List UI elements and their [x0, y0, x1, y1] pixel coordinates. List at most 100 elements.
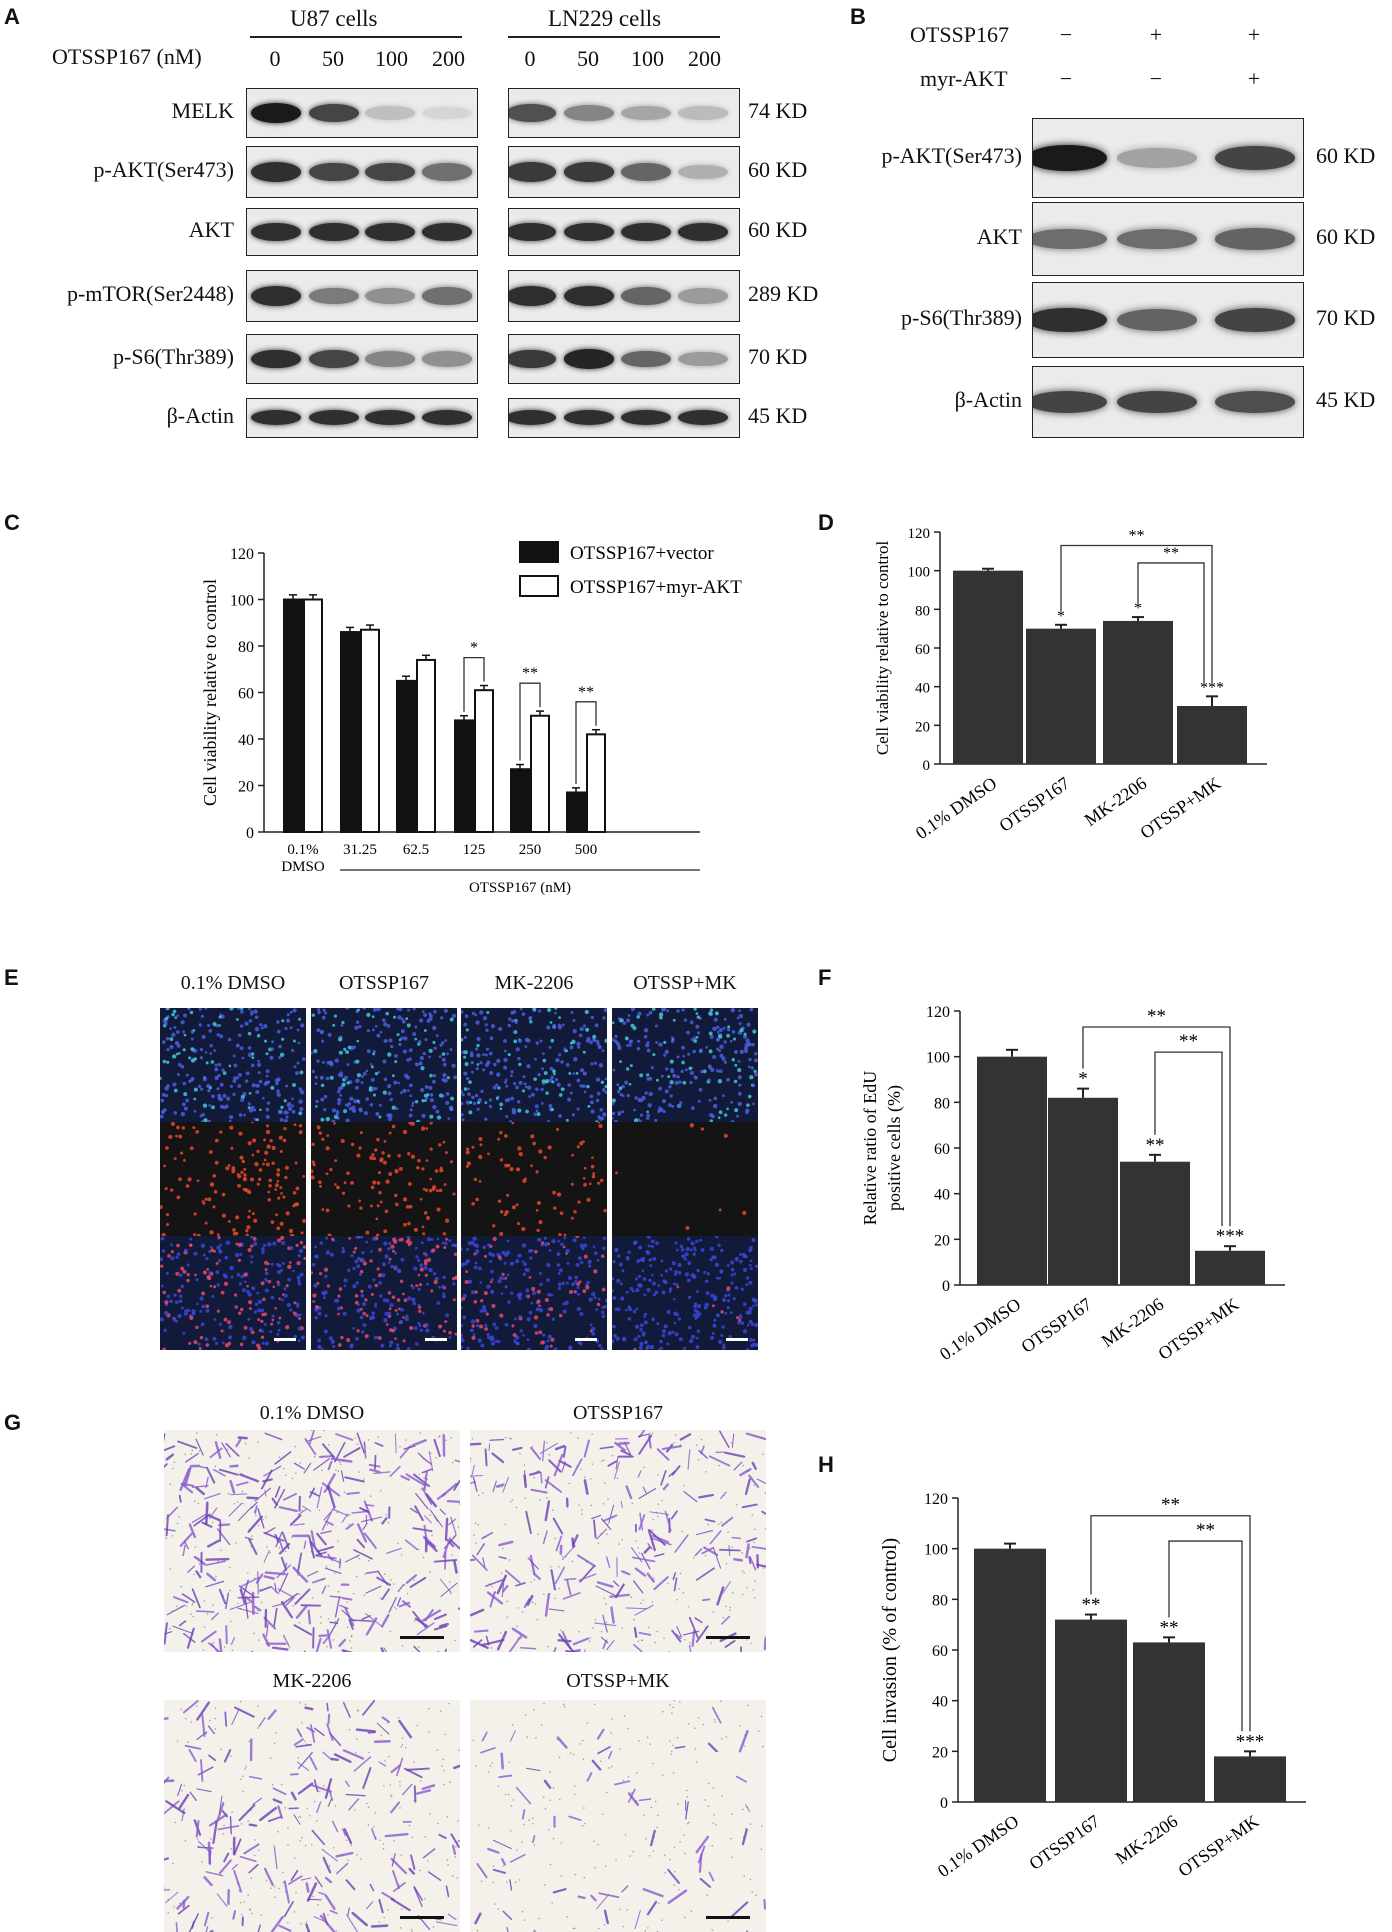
- x-tick-label: DMSO: [281, 859, 325, 875]
- blot-band: [509, 104, 556, 122]
- dose-label: 200: [688, 46, 721, 71]
- blot-band: [251, 349, 301, 369]
- fluorescence-image: [311, 1008, 457, 1122]
- bar: [510, 768, 530, 834]
- blot-band: [309, 410, 359, 426]
- blot-strip-u87: [246, 334, 478, 384]
- blot-band: [1215, 228, 1295, 250]
- bar-significance: **: [1082, 1595, 1101, 1616]
- y-tick-label: 120: [926, 1004, 950, 1021]
- x-tick-label: MK-2206: [1098, 1294, 1168, 1351]
- blot-band: [365, 162, 415, 182]
- blot-strip-ln229: [508, 334, 740, 384]
- blot-size-label: 70 KD: [1316, 305, 1376, 330]
- y-tick-label: 100: [230, 593, 254, 610]
- dose-label: 0: [524, 46, 536, 71]
- chart-d: 0 20 40 60 80 100 120 Cell viability relative t…: [873, 526, 1267, 843]
- blot-band: [678, 351, 728, 367]
- group-underline-ln229: [508, 36, 720, 38]
- blot-band: [251, 222, 301, 242]
- blot-band: [621, 163, 671, 181]
- significance-bracket: [1154, 1051, 1223, 1227]
- blot-size-label: 45 KD: [1316, 387, 1376, 412]
- bar-significance: *: [1057, 608, 1065, 625]
- panel-label-b: B: [850, 4, 866, 29]
- invasion-image: [164, 1700, 460, 1932]
- fluorescence-image: [160, 1008, 306, 1122]
- group-underline-u87: [250, 36, 462, 38]
- blot-strip-ln229: [508, 146, 740, 198]
- blot-band: [251, 286, 301, 306]
- invasion-image: [470, 1700, 766, 1932]
- blot-size-label: 74 KD: [748, 98, 808, 123]
- blot-band: [564, 105, 614, 121]
- panel-label-h: H: [818, 1452, 834, 1477]
- y-tick-label: 100: [924, 1542, 948, 1559]
- y-tick-label: 40: [932, 1694, 948, 1711]
- y-tick-label: 100: [908, 565, 931, 581]
- bar-significance: ***: [1216, 1226, 1245, 1247]
- y-tick-label: 0: [246, 825, 254, 842]
- x-tick-label: 250: [519, 842, 542, 858]
- blot-band: [1033, 390, 1107, 414]
- y-axis-title: Cell invasion (% of control): [879, 1538, 901, 1762]
- sign-myr-akt: −: [1059, 66, 1073, 91]
- blot-strip-b: [1032, 202, 1304, 276]
- bar-significance: ***: [1236, 1731, 1265, 1752]
- blot-band: [1117, 309, 1197, 331]
- edu-column-label: OTSSP167: [338, 972, 430, 994]
- fluorescence-image: [160, 1122, 306, 1236]
- blot-size-label: 289 KD: [748, 281, 819, 306]
- dose-label: 50: [322, 46, 344, 71]
- legend-swatch: [519, 541, 559, 563]
- x-tick-label: 0.1% DMSO: [912, 773, 1000, 843]
- blot-band: [564, 410, 614, 426]
- group-label-u87: U87 cells: [290, 6, 378, 31]
- invasion-image: [164, 1430, 460, 1652]
- blot-band: [309, 349, 359, 369]
- blot-band: [365, 410, 415, 426]
- significance-label: **: [1129, 528, 1145, 545]
- legend-label: OTSSP167+myr-AKT: [570, 577, 742, 598]
- blot-band: [509, 286, 556, 306]
- significance-bracket: [575, 701, 597, 784]
- bar: [1120, 1161, 1190, 1285]
- blot-band: [1033, 144, 1107, 172]
- invasion-image-label: MK-2206: [272, 1670, 352, 1692]
- dose-label: 100: [375, 46, 408, 71]
- bar: [454, 719, 474, 833]
- significance-label: **: [1161, 1495, 1180, 1516]
- blot-size-label: 45 KD: [748, 403, 808, 428]
- blot-row-label: β-Actin: [166, 403, 234, 428]
- blot-band: [1117, 148, 1197, 168]
- chart-c: 0 20 40 60 80 100 120 Cell viability relative t…: [200, 541, 742, 896]
- blot-band: [678, 288, 728, 304]
- sign-otssp167: −: [1059, 22, 1073, 47]
- y-axis-title: positive cells (%): [884, 1085, 905, 1211]
- blot-band: [621, 350, 671, 368]
- blot-row-label: AKT: [188, 217, 234, 242]
- bar: [566, 791, 586, 834]
- x-tick-label: OTSSP+MK: [1154, 1294, 1242, 1364]
- y-tick-label: 60: [915, 642, 930, 658]
- blot-row-label: β-Actin: [954, 387, 1022, 412]
- blot-band: [621, 105, 671, 121]
- blot-band: [422, 222, 472, 242]
- blot-band: [422, 410, 472, 426]
- blot-strip-u87: [246, 398, 478, 438]
- blot-band: [564, 349, 614, 369]
- y-tick-label: 0: [942, 1278, 950, 1295]
- bar: [1103, 620, 1173, 764]
- significance-label: **: [1179, 1031, 1198, 1052]
- significance-bracket: [1168, 1540, 1243, 1732]
- x-tick-label: 31.25: [343, 842, 377, 858]
- fluorescence-image: [311, 1122, 457, 1236]
- sign-otssp167: +: [1247, 22, 1261, 47]
- blot-row-label: p-AKT(Ser473): [881, 143, 1022, 168]
- y-tick-label: 60: [932, 1643, 948, 1660]
- y-tick-label: 120: [924, 1491, 948, 1508]
- blot-band: [251, 103, 301, 123]
- y-tick-label: 20: [238, 779, 254, 796]
- significance-label: **: [1147, 1006, 1166, 1027]
- blot-band: [621, 287, 671, 305]
